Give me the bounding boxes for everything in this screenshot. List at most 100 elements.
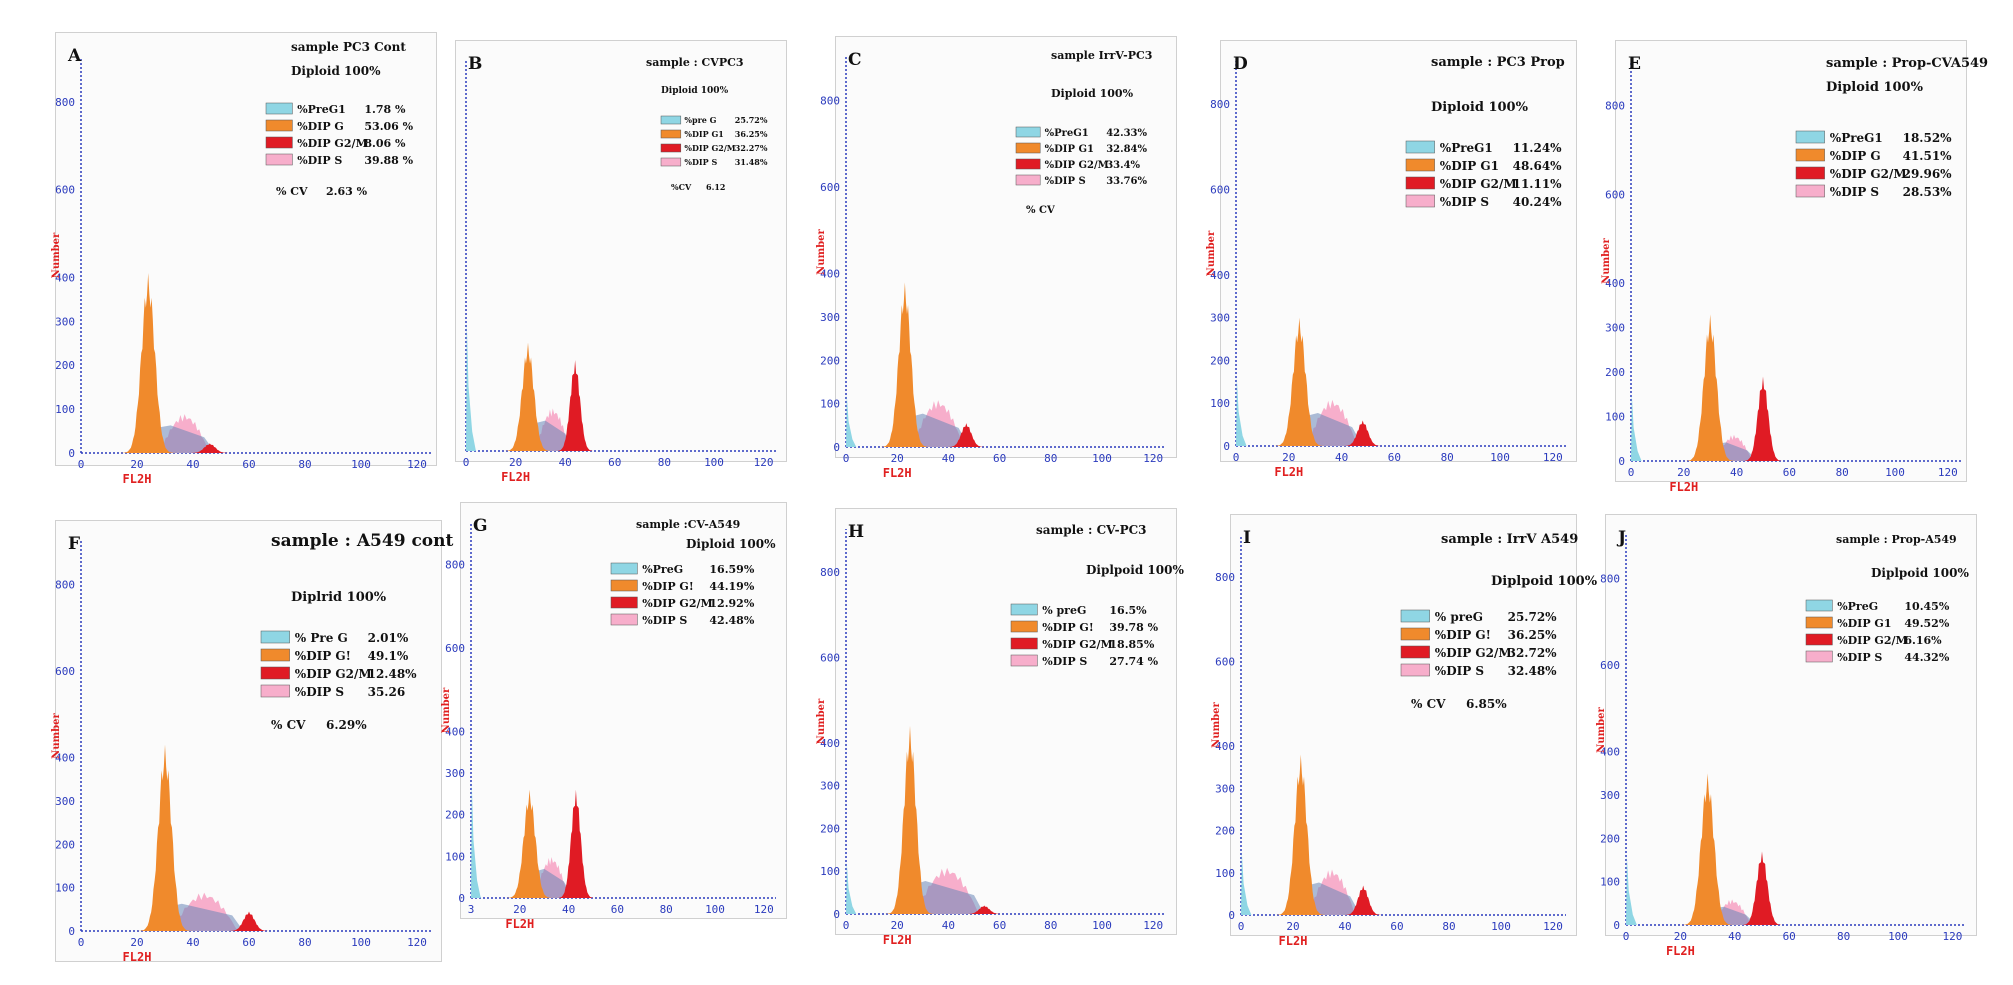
legend-label: %DIP S [684,157,717,167]
legend-swatch-g1 [660,129,682,139]
x-tick-label: 80 [1837,930,1850,943]
legend-swatch-g2m [1015,158,1041,170]
legend-swatch-preg [610,562,638,575]
x-axis-label: FL2H [1669,480,1698,494]
x-tick-label: 80 [658,456,671,469]
g1-peak [1684,314,1737,461]
legend-value: 18.52% [1903,131,1953,145]
y-tick-label: 800 [1210,98,1230,111]
legend-swatch-g2m [1010,637,1038,650]
legend-value: 40.24% [1513,195,1563,209]
y-tick-label: 200 [1210,354,1230,367]
legend-value: 42.33% [1106,128,1147,139]
legend-swatch-g2m [1405,176,1435,190]
x-tick-label: 0 [1628,466,1635,479]
legend-value: 11.11% [1513,177,1563,191]
cv-label: % CV [1411,697,1446,711]
y-tick-label: 0 [1228,909,1235,922]
panel-title: sample : Prop-A549 [1836,533,1957,546]
x-tick-label: 100 [704,456,724,469]
legend-swatch-g2m [610,596,638,609]
cv-value: 2.63 % [326,185,368,198]
panel-letter: B [468,54,482,74]
x-tick-label: 40 [186,458,199,471]
legend-swatch-g1 [1805,616,1833,629]
y-tick-label: 100 [1605,411,1625,424]
x-tick-label: 100 [351,458,371,471]
legend-label: %DIP S [295,685,344,699]
x-tick-label: 20 [891,919,904,932]
x-tick-label: 3 [468,903,475,916]
x-axis-label: FL2H [883,933,912,947]
legend-value: 6.16% [1904,634,1942,647]
histogram-panel-g: 3 20 40 60 80 100 120 0 100 200 300 400 600 800 FL2H Nu… [441,502,787,931]
g2m-peak [948,423,985,447]
legend-swatch-s [265,153,293,166]
legend-label: %DIP G2/M [1435,646,1512,660]
legend-swatch-preg [1400,609,1430,623]
y-tick-label: 300 [55,315,75,328]
y-axis-label: Number [441,687,452,733]
legend-swatch-preg [1015,126,1041,138]
y-axis-label: Number [816,698,827,744]
legend-value: 33.76% [1106,176,1147,187]
legend-swatch-g1 [1795,148,1825,162]
histogram-svg: 0 20 40 60 80 100 120 0 100 200 300 400 600 800 FL2H Nu… [51,531,453,964]
x-tick-label: 20 [1282,451,1295,464]
y-tick-label: 400 [55,752,75,765]
diploid-label: Diploid 100% [1826,80,1924,95]
x-tick-label: 20 [1674,930,1687,943]
histogram-svg: 0 20 40 60 80 100 120 0 100 200 300 400 600 800 FL2H Nu… [816,49,1166,480]
histogram-svg: 0 20 40 60 80 100 120 0 100 200 300 400 600 800 FL2H Nu… [51,40,431,486]
legend-value: 39.88 % [364,154,413,167]
y-tick-label: 300 [1210,312,1230,325]
legend-value: 29.96% [1903,167,1953,181]
y-tick-label: 400 [445,725,465,738]
preg-peak [466,321,476,451]
x-tick-label: 100 [1092,452,1112,465]
y-tick-label: 600 [55,665,75,678]
x-tick-label: 0 [1623,930,1630,943]
panel-letter: G [473,516,488,536]
cv-value: 6.85% [1466,697,1507,711]
histogram-panel-h: 0 20 40 60 80 100 120 0 100 200 300 400 600 800 FL2H Nu… [816,508,1184,947]
x-axis-label: FL2H [1279,934,1308,948]
panel-title: sample : Prop-CVA549 [1826,56,1988,71]
x-tick-label: 120 [1143,919,1163,932]
legend-value: 11.24% [1513,141,1563,155]
x-tick-label: 60 [993,919,1006,932]
y-tick-label: 400 [1215,740,1235,753]
y-tick-label: 0 [68,925,75,938]
diploid-label: Diploid 100% [1051,87,1134,100]
legend-value: 32.84% [1106,144,1147,155]
legend-value: 25.72% [735,115,768,125]
panel-title: sample : CVPC3 [646,56,744,69]
g1-peak [1275,754,1327,915]
y-tick-label: 0 [833,441,840,454]
x-tick-label: 100 [1888,930,1908,943]
legend-label: %PreG [642,563,683,576]
y-tick-label: 100 [1210,397,1230,410]
legend-value: 33.4% [1106,160,1140,171]
y-tick-label: 200 [55,359,75,372]
x-tick-label: 60 [1783,930,1796,943]
legend-label: % preG [1435,610,1483,624]
y-tick-label: 600 [1215,656,1235,669]
legend-value: 27.74 % [1109,655,1158,668]
y-tick-label: 300 [1605,322,1625,335]
legend-label: %DIP S [642,614,687,627]
diploid-label: Diplpoid 100% [1491,574,1598,589]
legend-swatch-s [660,157,682,167]
g2m-peak [1345,885,1382,915]
legend-label: %PreG1 [297,103,346,116]
y-tick-label: 100 [445,850,465,863]
legend-value: 8.06 % [364,137,406,150]
cv-label: % CV [1026,205,1055,216]
x-tick-label: 80 [660,903,673,916]
panel-title: sample PC3 Cont [291,40,406,54]
g2m-peak [558,789,593,898]
g2m-peak [557,360,593,451]
legend-swatch-preg [265,102,293,115]
y-tick-label: 800 [820,566,840,579]
